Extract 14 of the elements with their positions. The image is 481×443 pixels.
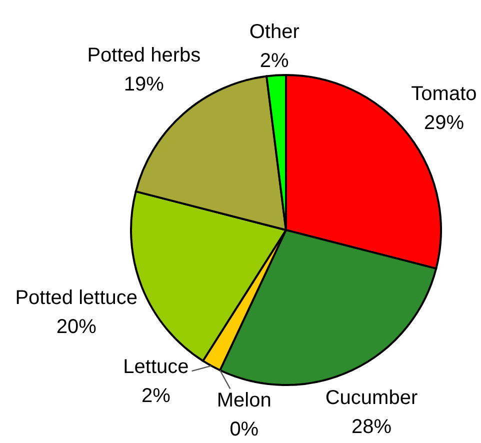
slice-label: Cucumber bbox=[325, 387, 418, 410]
slice-label: Tomato bbox=[411, 82, 477, 105]
data-label: 28% bbox=[351, 416, 392, 438]
data-label: 19% bbox=[124, 73, 164, 96]
slice-label: Potted lettuce bbox=[15, 286, 138, 309]
category-label: Melon bbox=[216, 390, 272, 412]
slice-label: Potted herbs bbox=[87, 44, 201, 66]
slice-label: Lettuce bbox=[123, 356, 189, 378]
data-label: 29% bbox=[424, 112, 464, 134]
data-label: 2% bbox=[142, 385, 171, 408]
data-label: 20% bbox=[56, 316, 97, 338]
data-label: 2% bbox=[260, 50, 290, 72]
text: 0% bbox=[230, 418, 259, 441]
slice-label: Other bbox=[249, 20, 300, 43]
